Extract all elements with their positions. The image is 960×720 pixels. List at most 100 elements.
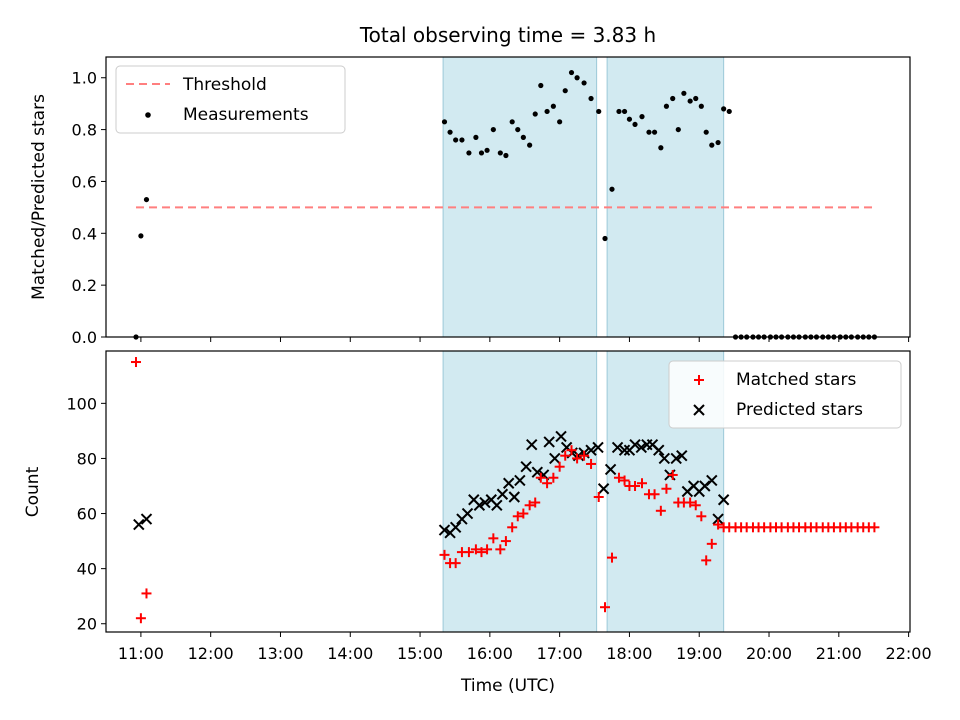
predicted-star-point [597, 483, 610, 495]
measurement-point [538, 82, 544, 89]
measurement-point [670, 95, 676, 102]
predicted-star-point-b [502, 477, 515, 489]
legend-predicted-marker-b [693, 404, 705, 416]
bottom-y-tick-label: 20 [77, 615, 97, 634]
x-tick-label: 11:00 [118, 644, 164, 663]
legend-measurements-swatch [145, 112, 151, 118]
matched-star-point [566, 445, 577, 456]
measurement-point [703, 129, 709, 135]
predicted-star-point-b [449, 521, 462, 534]
measurement-point [557, 119, 563, 125]
predicted-star-point [520, 460, 532, 473]
bottom-y-tick-label: 100 [66, 394, 97, 413]
matched-star-point [482, 544, 493, 555]
predicted-star-point [479, 496, 491, 509]
matched-star-point [560, 450, 571, 461]
x-tick-label: 19:00 [676, 644, 722, 663]
x-axis-label: Time (UTC) [460, 676, 555, 696]
measurement-point [520, 134, 526, 140]
measurement-point [466, 150, 472, 156]
x-tick-label: 14:00 [327, 644, 373, 663]
predicted-star-point [699, 480, 711, 492]
matched-star-point [135, 613, 146, 624]
predicted-star-point [635, 441, 648, 454]
top-y-tick-label: 0.0 [72, 328, 97, 347]
measurement-point [687, 98, 693, 104]
predicted-star-point-b [543, 436, 555, 448]
predicted-star-point-b [646, 438, 659, 451]
measurement-point [544, 108, 550, 115]
measurement-point [459, 137, 465, 143]
matched-star-point [655, 505, 666, 516]
chart-title: Total observing time = 3.83 h [359, 23, 656, 47]
legend-predicted-marker [693, 404, 705, 416]
measurement-point [632, 121, 638, 128]
measurement-point [681, 90, 687, 96]
predicted-star-point-b [658, 452, 671, 465]
top-y-tick-label: 0.2 [72, 276, 97, 295]
predicted-star-point [491, 499, 503, 511]
measurement-point [609, 186, 615, 192]
legend-threshold-label: Threshold [182, 75, 267, 95]
predicted-star-point [592, 441, 604, 454]
matched-star-point [586, 458, 597, 469]
predicted-star-point-b [140, 513, 153, 525]
top-y-tick-label: 1.0 [72, 69, 97, 88]
predicted-star-point [658, 452, 671, 465]
legend-matched-label: Matched stars [736, 370, 856, 390]
top-y-tick-label: 0.8 [72, 121, 97, 140]
legend-matched-swatch [694, 375, 704, 385]
measurement-point [588, 95, 594, 102]
predicted-star-point-b [676, 449, 688, 462]
predicted-star-point [502, 477, 515, 489]
predicted-star-point-b [560, 441, 573, 454]
predicted-star-point [140, 513, 153, 525]
predicted-star-point [496, 488, 509, 500]
matched-star-point [630, 480, 641, 491]
predicted-star-point [706, 474, 718, 487]
predicted-star-point [717, 494, 730, 506]
matched-star-point [518, 508, 529, 519]
matched-star-point [542, 478, 553, 489]
top-panel: 0.0 0.2 0.4 0.6 0.8 1.0 Matched/Predicted sta… [29, 56, 911, 347]
bottom-panel: 20 40 60 80 100 11:00 12:00 13:00 14:00 15:00 16:… [23, 350, 932, 696]
matched-star-point [507, 522, 518, 533]
matched-star-point [600, 602, 611, 613]
measurement-point [709, 142, 715, 148]
predicted-star-point-b [687, 480, 700, 492]
predicted-star-point-b [618, 444, 631, 456]
predicted-star-point-b [629, 438, 641, 451]
shaded-interval-2 [606, 56, 725, 338]
top-legend: Threshold Measurements [115, 65, 346, 134]
bottom-x-ticks: 11:00 12:00 13:00 14:00 15:00 16:00 17:00 18:00… [118, 632, 932, 663]
measurement-point [473, 134, 479, 140]
predicted-star-point-b [592, 441, 604, 454]
measurement-point [453, 137, 459, 143]
matched-star-point [667, 469, 678, 480]
predicted-star-point-b [468, 494, 480, 506]
predicted-star-point-b [491, 499, 503, 511]
top-shaded-regions [442, 56, 725, 338]
matched-star-point [613, 472, 624, 483]
predicted-star-point [473, 499, 486, 511]
predicted-star-point-b [549, 452, 561, 465]
predicted-star-point-b [508, 491, 520, 503]
predicted-star-point-b [473, 499, 486, 511]
predicted-star-point-b [555, 430, 567, 443]
measurement-point [143, 196, 150, 203]
measurement-point [663, 103, 670, 109]
predicted-star-point [133, 518, 145, 531]
matched-star-point [690, 500, 701, 511]
predicted-star-point-b [514, 474, 526, 487]
bottom-legend-box [668, 360, 902, 429]
matched-star-point [701, 555, 712, 566]
top-y-axis-label: Matched/Predicted stars [29, 94, 49, 300]
predicted-star-point [514, 474, 526, 487]
measurement-point [675, 126, 681, 133]
matched-star-point [500, 536, 511, 547]
matched-star-point [685, 497, 696, 508]
bottom-legend: Matched stars Predicted stars [668, 360, 902, 429]
measurement-point [726, 108, 732, 115]
x-tick-label: 16:00 [467, 644, 513, 663]
matched-star-point [512, 511, 523, 522]
